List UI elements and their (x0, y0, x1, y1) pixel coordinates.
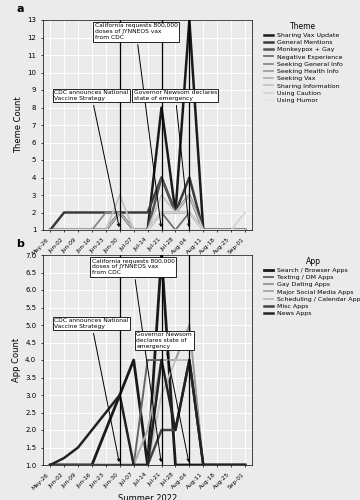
Y-axis label: App Count: App Count (12, 338, 21, 382)
Text: b: b (16, 238, 24, 248)
Text: California requests 800,000
doses of JYNNEOS vax
from CDC: California requests 800,000 doses of JYN… (92, 258, 175, 461)
Text: CDC announces National
Vaccine Strategy: CDC announces National Vaccine Strategy (54, 90, 129, 226)
Text: Governor Newsom
declares state of
emergency: Governor Newsom declares state of emerge… (136, 332, 192, 461)
Y-axis label: Theme Count: Theme Count (14, 96, 23, 154)
Text: a: a (16, 4, 23, 14)
Legend: Sharing Vax Update, General Mentions, Monkeypox + Gay, Negative Experience, Seek: Sharing Vax Update, General Mentions, Mo… (264, 21, 343, 104)
Text: California requests 800,000
doses of JYNNEOS vax
from CDC: California requests 800,000 doses of JYN… (95, 24, 177, 226)
X-axis label: Summer 2022: Summer 2022 (118, 258, 177, 268)
Text: Governor Newsom declares
state of emergency: Governor Newsom declares state of emerge… (134, 90, 217, 226)
Text: CDC announces National
Vaccine Strategy: CDC announces National Vaccine Strategy (54, 318, 129, 461)
Legend: Search / Browser Apps, Texting / DM Apps, Gay Dating Apps, Major Social Media Ap: Search / Browser Apps, Texting / DM Apps… (264, 256, 360, 317)
X-axis label: Summer 2022: Summer 2022 (118, 494, 177, 500)
